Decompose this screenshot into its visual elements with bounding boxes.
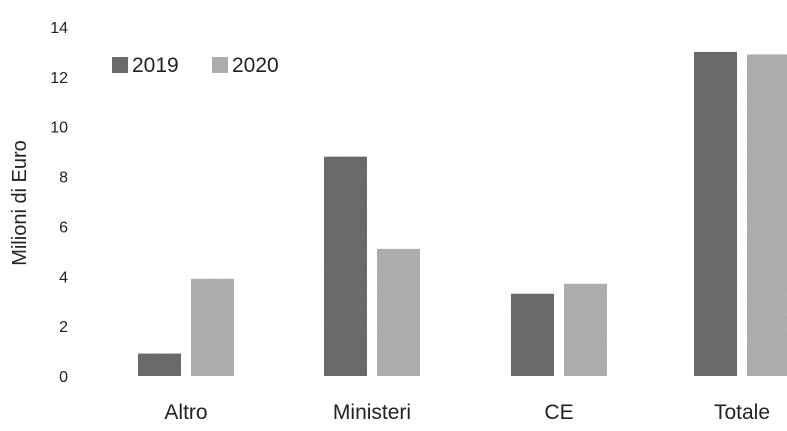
x-category-label: Totale xyxy=(714,401,770,424)
legend-label-2020: 2020 xyxy=(232,54,279,77)
legend-swatch-2019 xyxy=(112,57,128,73)
bar-2020-ministeri xyxy=(377,248,420,376)
x-axis: Altro Ministeri CE Totale xyxy=(164,401,770,424)
bar-2020-altro xyxy=(191,278,234,376)
legend-swatch-2020 xyxy=(212,57,228,73)
bars xyxy=(138,51,787,377)
legend-item-2020: 2020 xyxy=(212,54,279,77)
y-tick-label: 4 xyxy=(59,269,68,286)
y-tick-label: 14 xyxy=(50,20,68,37)
y-tick-label: 2 xyxy=(59,319,68,336)
y-axis: 0 2 4 6 8 10 12 14 xyxy=(50,20,68,386)
y-tick-label: 10 xyxy=(50,120,68,137)
bar-2019-altro xyxy=(138,353,181,376)
y-tick-label: 0 xyxy=(59,369,68,386)
bar-2020-ce xyxy=(564,283,607,376)
legend-item-2019: 2019 xyxy=(112,54,179,77)
y-tick-label: 6 xyxy=(59,219,68,236)
y-tick-label: 12 xyxy=(50,70,68,87)
x-category-label: CE xyxy=(544,401,573,424)
bar-2019-totale xyxy=(694,51,737,377)
legend-label-2019: 2019 xyxy=(132,54,179,77)
x-category-label: Ministeri xyxy=(333,401,411,424)
x-category-label: Altro xyxy=(164,401,207,424)
bar-2019-ce xyxy=(511,293,554,376)
y-axis-title: Milioni di Euro xyxy=(9,140,31,266)
legend: 2019 2020 xyxy=(112,54,279,77)
y-tick-label: 8 xyxy=(59,170,68,187)
bar-2019-ministeri xyxy=(324,156,367,376)
bar-2020-totale xyxy=(747,54,787,377)
